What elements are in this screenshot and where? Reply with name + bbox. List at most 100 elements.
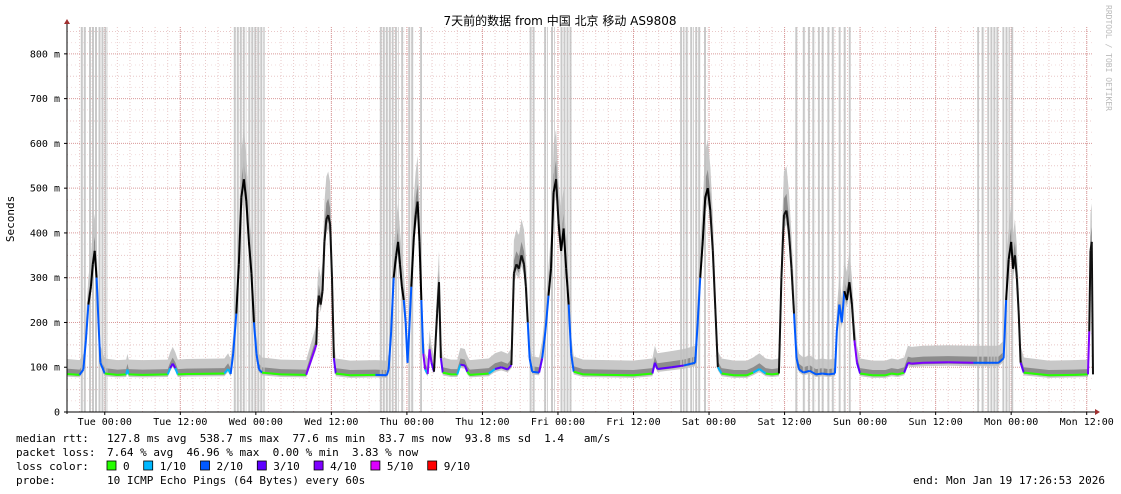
legend-probe-text: 10 ICMP Echo Pings (64 Bytes) every 60s xyxy=(107,474,365,487)
loss-color-swatch xyxy=(313,460,324,471)
y-tick-label: 0 xyxy=(54,408,60,419)
loss-color-label: 5/10 xyxy=(387,460,414,473)
median-rtt-segment xyxy=(555,179,560,225)
packet-loss-bar xyxy=(554,27,555,412)
median-rtt-segment xyxy=(701,197,707,242)
y-tick-label: 400 m xyxy=(30,228,60,239)
median-rtt-segment xyxy=(245,201,250,242)
median-rtt-segment xyxy=(1088,250,1092,332)
median-rtt-segment xyxy=(87,286,92,305)
median-rtt-segment xyxy=(855,362,862,374)
median-rtt-segment xyxy=(550,192,555,269)
y-tick-label: 100 m xyxy=(30,363,60,374)
median-rtt-segment xyxy=(460,363,466,367)
packet-loss-bar xyxy=(993,27,996,412)
median-rtt-segment xyxy=(1002,300,1008,359)
packet-loss-bar xyxy=(831,27,834,412)
median-rtt-segment xyxy=(237,197,243,265)
packet-loss-bar xyxy=(977,27,980,412)
packet-loss-bar xyxy=(996,27,999,412)
median-rtt-segment xyxy=(95,277,100,323)
packet-loss-bar xyxy=(981,27,984,412)
packet-loss-bar xyxy=(695,27,698,412)
median-rtt-segment xyxy=(229,353,235,375)
median-rtt-segment xyxy=(84,304,90,341)
median-rtt-segment xyxy=(97,322,102,363)
packet-loss-bar xyxy=(95,27,97,412)
packet-loss-bar xyxy=(843,27,846,412)
median-rtt-segment xyxy=(327,214,332,225)
median-rtt-segment xyxy=(242,179,248,202)
median-rtt-segment xyxy=(526,322,531,359)
packet-loss-bar xyxy=(683,27,685,412)
loss-color-swatch xyxy=(427,460,438,471)
median-rtt-segment xyxy=(466,371,471,376)
legend: median rtt: 127.8 ms avg 538.7 ms max 77… xyxy=(16,432,1105,487)
packet-loss-bar xyxy=(563,27,566,412)
x-tick-label: Tue 00:00 xyxy=(78,417,132,428)
median-rtt-segment xyxy=(538,358,544,373)
packet-loss-bar xyxy=(104,27,107,412)
median-rtt-segment xyxy=(406,326,411,363)
y-tick-label: 200 m xyxy=(30,318,60,329)
median-rtt-segment xyxy=(456,364,462,375)
packet-loss-bar xyxy=(848,27,851,412)
packet-loss-bar xyxy=(693,27,694,412)
median-rtt-segment xyxy=(319,290,324,305)
median-rtt-segment xyxy=(400,286,405,301)
packet-loss-bar xyxy=(838,27,841,412)
loss-color-swatch xyxy=(200,460,210,471)
median-rtt-segment xyxy=(247,241,253,274)
packet-loss-bar xyxy=(802,27,805,412)
x-tick-label: Mon 12:00 xyxy=(1060,417,1114,428)
median-rtt-segment xyxy=(402,299,407,323)
median-rtt-segment xyxy=(250,273,255,323)
median-rtt-segment xyxy=(416,201,421,242)
packet-loss-bar xyxy=(532,27,535,412)
median-rtt-segment xyxy=(848,282,853,305)
median-rtt-segment xyxy=(93,250,98,278)
median-rtt-segment xyxy=(651,362,656,374)
packet-loss-bar xyxy=(821,27,824,412)
packet-loss-bar xyxy=(257,27,260,412)
packet-loss-bar xyxy=(812,27,815,412)
median-rtt-segment xyxy=(709,210,714,251)
median-rtt-segment xyxy=(252,322,258,354)
median-rtt-segment xyxy=(835,304,841,332)
packet-loss-bar xyxy=(385,27,388,412)
packet-loss-bar xyxy=(560,27,563,412)
loss-color-label: 1/10 xyxy=(160,460,187,473)
legend-loss-color-label: loss color: xyxy=(16,460,89,473)
y-tick-label: 300 m xyxy=(30,273,60,284)
median-rtt-segment xyxy=(785,210,790,234)
median-rtt-segment xyxy=(653,362,659,370)
packet-loss-bar xyxy=(401,27,404,412)
packet-loss-bar xyxy=(263,27,265,412)
packet-loss-bar xyxy=(236,27,239,412)
median-rtt-series xyxy=(66,179,1094,377)
median-rtt-segment xyxy=(758,368,767,375)
median-rtt-segment xyxy=(706,188,712,211)
median-rtt-segment xyxy=(528,358,534,372)
median-rtt-segment xyxy=(907,361,912,365)
median-rtt-segment xyxy=(412,214,417,238)
packet-loss-bar xyxy=(379,27,382,412)
packet-loss-bar xyxy=(690,27,693,412)
packet-loss-bar xyxy=(1002,27,1005,412)
median-rtt-segment xyxy=(859,372,873,377)
packet-loss-bar xyxy=(245,27,247,412)
packet-loss-bar xyxy=(251,27,254,412)
median-rtt-segment xyxy=(777,277,783,374)
median-rtt-segment xyxy=(711,250,717,310)
median-rtt-segment xyxy=(428,349,433,363)
median-rtt-segment xyxy=(232,313,238,354)
median-rtt-segment xyxy=(510,273,515,366)
median-rtt-segment xyxy=(683,361,696,367)
median-rtt-segment xyxy=(780,214,785,278)
median-rtt-segment xyxy=(315,308,319,345)
median-rtt-segment xyxy=(1013,255,1018,278)
packet-loss-bar xyxy=(80,27,83,412)
y-tick-label: 600 m xyxy=(30,139,60,150)
median-rtt-segment xyxy=(657,366,672,371)
